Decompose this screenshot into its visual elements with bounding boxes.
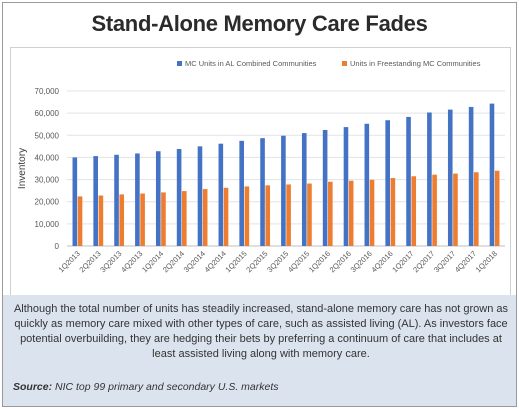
bar [364, 123, 370, 246]
bar [390, 178, 396, 246]
bar [182, 191, 187, 246]
legend-swatch [342, 61, 347, 66]
bar [155, 151, 161, 246]
bar [119, 194, 125, 246]
bar [427, 112, 432, 246]
x-tick-label: 2Q2014 [161, 249, 186, 274]
bar [322, 129, 328, 246]
description-panel: Although the total number of units has s… [3, 295, 516, 406]
bar [328, 181, 333, 246]
bar [223, 187, 229, 246]
legend-swatch [177, 61, 182, 66]
bar [406, 116, 411, 247]
x-tick-label: 2Q2017 [411, 249, 436, 274]
x-tick-label: 1Q2014 [140, 249, 165, 274]
y-axis-label: Inventory [17, 148, 28, 189]
x-tick-label: 2Q2015 [244, 249, 269, 274]
source-text: NIC top 99 primary and secondary U.S. ma… [55, 381, 279, 393]
x-tick-label: 4Q2014 [203, 249, 228, 274]
description-text: Although the total number of units has s… [13, 303, 509, 360]
y-tick-label: 20,000 [35, 198, 60, 207]
x-tick-label: 4Q2017 [453, 249, 478, 274]
bar [176, 149, 182, 246]
bar [260, 138, 265, 246]
bar [348, 180, 354, 246]
y-tick-label: 30,000 [35, 176, 60, 185]
x-tick-label: 4Q2016 [369, 249, 394, 274]
bar [239, 140, 244, 246]
bar [494, 170, 500, 246]
bar [369, 179, 375, 246]
bar [93, 156, 98, 246]
x-tick-label: 2Q2016 [328, 249, 353, 274]
y-tick-label: 10,000 [35, 220, 60, 229]
bar [202, 189, 208, 246]
bar [474, 172, 479, 246]
bar [447, 109, 453, 246]
legend-label: Units in Freestanding MC Communities [350, 59, 481, 68]
chart-panel: 0 10,000 20,000 30,000 40,000 50,000 60,000 70,… [10, 47, 511, 297]
bar [72, 157, 78, 246]
x-tick-label: 3Q2017 [432, 249, 457, 274]
legend-label: MC Units in AL Combined Communities [185, 59, 317, 68]
x-tick-label: 3Q2014 [182, 249, 207, 274]
bar [265, 185, 271, 246]
x-tick-label: 4Q2015 [286, 249, 311, 274]
bar [307, 183, 312, 246]
x-tick-label: 3Q2015 [265, 249, 290, 274]
bar [286, 184, 291, 246]
bar [385, 120, 390, 246]
page-title: Stand-Alone Memory Care Fades [91, 11, 428, 36]
y-tick-label: 60,000 [35, 109, 60, 118]
x-tick-label: 1Q2013 [57, 249, 82, 274]
y-tick-label: 50,000 [35, 131, 60, 140]
bar [140, 193, 145, 246]
x-tick-label: 3Q2013 [98, 249, 123, 274]
bar [244, 186, 250, 246]
x-tick-label: 1Q2018 [474, 249, 499, 274]
bar [343, 127, 349, 246]
x-tick-label: 1Q2017 [390, 249, 415, 274]
bar [197, 146, 203, 246]
bar [114, 154, 119, 246]
bar [432, 174, 437, 246]
bar [281, 135, 286, 246]
bar [98, 195, 104, 246]
x-tick-label: 1Q2016 [307, 249, 332, 274]
bar [135, 153, 140, 246]
x-tick-label: 2Q2013 [77, 249, 102, 274]
source-label: Source: [13, 381, 53, 393]
bar [77, 196, 83, 246]
bar [411, 176, 417, 246]
bar [301, 133, 307, 246]
bar [468, 106, 474, 246]
x-tick-label: 3Q2016 [349, 249, 374, 274]
bar [453, 173, 458, 246]
source-note: Source: NIC top 99 primary and secondary… [13, 381, 279, 393]
bar [489, 103, 495, 246]
y-tick-label: 0 [55, 242, 60, 251]
y-tick-label: 70,000 [35, 87, 60, 96]
y-tick-label: 40,000 [35, 153, 60, 162]
x-tick-label: 1Q2015 [223, 249, 248, 274]
x-tick-label: 4Q2013 [119, 249, 144, 274]
bar [161, 192, 166, 246]
bar-chart: 0 10,000 20,000 30,000 40,000 50,000 60,000 70,… [17, 59, 505, 274]
bar [218, 143, 224, 246]
